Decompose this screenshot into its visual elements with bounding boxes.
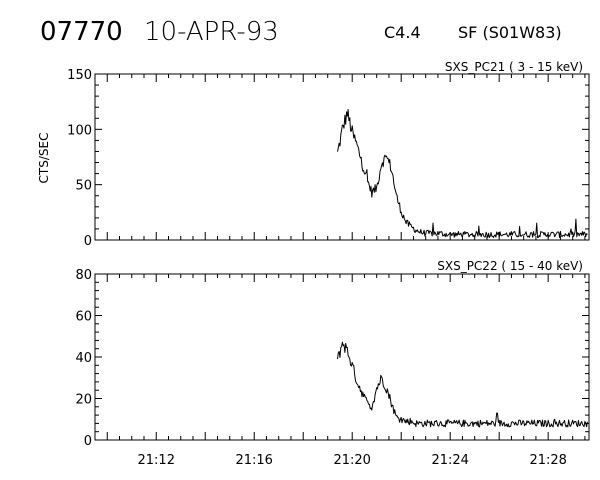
panel-bottom-series — [337, 341, 588, 428]
x-tick-label: 21:12 — [138, 453, 175, 468]
panel-top-y-ticks: 0 50 100 150 — [67, 68, 589, 249]
y-tick-label: 40 — [75, 351, 92, 366]
panel-top-y-axis-label: CTS/SEC — [37, 133, 51, 184]
x-tick-label: 21:20 — [333, 453, 370, 468]
flare-location: SF (S01W83) — [458, 23, 562, 42]
panel-top: SXS_PC21 ( 3 - 15 keV) CTS/SEC 0 50 100 150 — [37, 60, 590, 249]
goes-class: C4.4 — [384, 23, 421, 42]
y-tick-label: 0 — [84, 434, 92, 449]
panel-bottom-y-ticks: 0 20 40 60 80 — [75, 268, 589, 449]
event-date: 10-APR-93 — [144, 17, 279, 47]
y-tick-label: 20 — [75, 393, 92, 408]
x-tick-label: 21:28 — [529, 453, 566, 468]
y-tick-label: 150 — [67, 68, 92, 83]
y-tick-label: 60 — [75, 310, 92, 325]
panel-top-title: SXS_PC21 ( 3 - 15 keV) — [445, 60, 583, 74]
event-number: 07770 — [40, 17, 123, 47]
panel-bottom-title: SXS_PC22 ( 15 - 40 keV) — [437, 259, 583, 273]
y-tick-label: 0 — [84, 234, 92, 249]
x-tick-label: 21:16 — [235, 453, 272, 468]
panel-top-frame — [94, 73, 590, 241]
y-tick-label: 100 — [67, 123, 92, 138]
panel-top-series — [337, 109, 588, 238]
series-line — [337, 341, 588, 428]
panel-bottom-x-ticks: 21:12 21:16 21:20 21:24 21:28 — [94, 274, 586, 468]
panel-top-x-ticks — [94, 74, 586, 240]
y-tick-label: 50 — [75, 179, 92, 194]
y-tick-label: 80 — [75, 268, 92, 283]
series-line — [337, 109, 588, 238]
x-tick-label: 21:24 — [431, 453, 468, 468]
panel-bottom-frame — [94, 273, 590, 441]
